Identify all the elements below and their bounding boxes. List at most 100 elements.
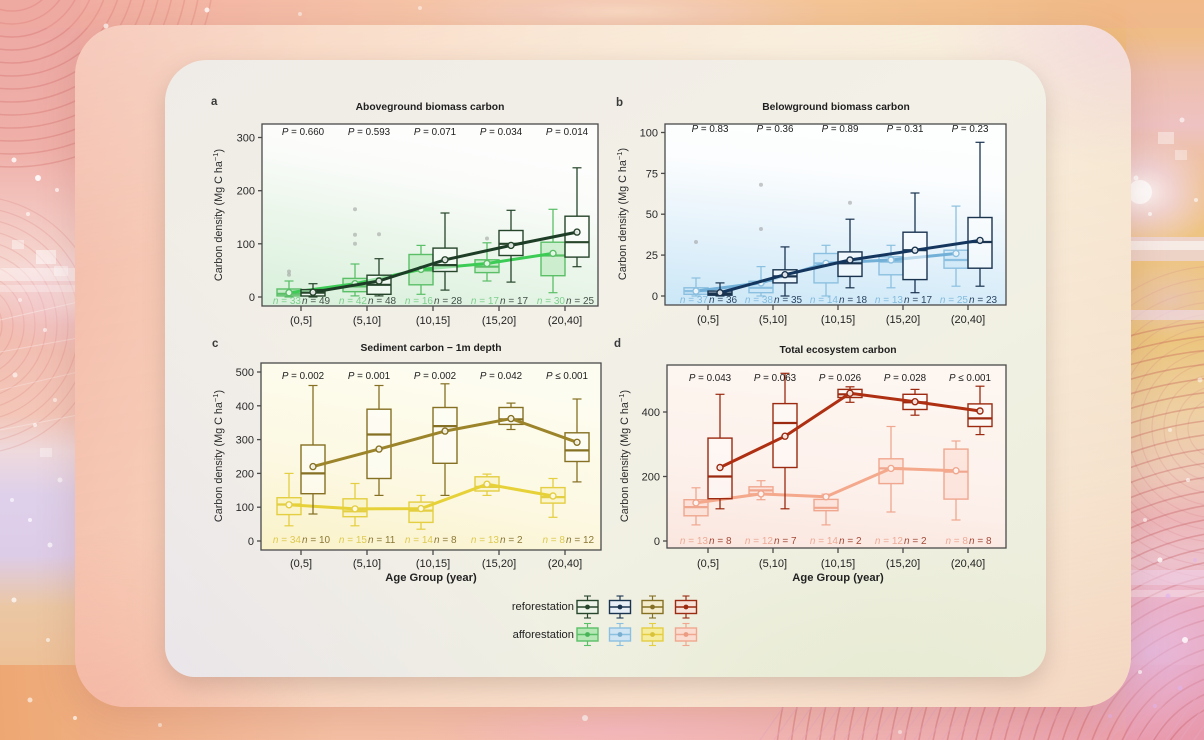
svg-text:n = 25: n = 25 bbox=[566, 296, 595, 307]
svg-text:n = 16: n = 16 bbox=[405, 296, 434, 307]
svg-text:n = 17: n = 17 bbox=[471, 296, 500, 307]
svg-text:(15,20]: (15,20] bbox=[886, 314, 920, 326]
svg-text:Age Group (year): Age Group (year) bbox=[792, 572, 884, 584]
svg-text:Total ecosystem carbon: Total ecosystem carbon bbox=[779, 345, 896, 356]
svg-text:75: 75 bbox=[646, 168, 658, 180]
svg-text:n = 10: n = 10 bbox=[302, 535, 331, 546]
svg-text:n = 8: n = 8 bbox=[709, 536, 732, 547]
svg-text:(5,10]: (5,10] bbox=[353, 315, 381, 327]
svg-text:500: 500 bbox=[236, 367, 254, 379]
svg-text:n = 49: n = 49 bbox=[302, 296, 331, 307]
svg-text:(5,10]: (5,10] bbox=[759, 314, 787, 326]
svg-text:P = 0.014: P = 0.014 bbox=[546, 127, 589, 138]
svg-text:P = 0.034: P = 0.034 bbox=[480, 127, 523, 138]
svg-text:P = 0.063: P = 0.063 bbox=[754, 373, 797, 384]
svg-text:n = 8: n = 8 bbox=[542, 535, 565, 546]
svg-text:n = 11: n = 11 bbox=[368, 535, 396, 546]
svg-text:300: 300 bbox=[237, 133, 255, 145]
svg-text:n = 36: n = 36 bbox=[709, 295, 738, 306]
svg-text:P = 0.028: P = 0.028 bbox=[884, 373, 927, 384]
svg-text:n = 42: n = 42 bbox=[339, 296, 368, 307]
svg-text:P = 0.042: P = 0.042 bbox=[480, 371, 522, 382]
svg-text:(20,40]: (20,40] bbox=[951, 314, 985, 326]
svg-text:(10,15]: (10,15] bbox=[416, 558, 450, 570]
svg-text:n = 34: n = 34 bbox=[273, 535, 302, 546]
svg-text:n = 23: n = 23 bbox=[969, 295, 998, 306]
svg-text:(10,15]: (10,15] bbox=[821, 558, 855, 570]
svg-text:c: c bbox=[212, 338, 219, 350]
svg-text:200: 200 bbox=[642, 472, 660, 484]
svg-text:P = 0.593: P = 0.593 bbox=[348, 127, 391, 138]
svg-text:n = 7: n = 7 bbox=[774, 536, 797, 547]
svg-text:n = 33: n = 33 bbox=[273, 296, 302, 307]
svg-text:n = 12: n = 12 bbox=[875, 536, 904, 547]
svg-text:Age Group (year): Age Group (year) bbox=[385, 572, 477, 584]
svg-text:d: d bbox=[614, 338, 621, 350]
svg-text:n = 18: n = 18 bbox=[839, 295, 868, 306]
svg-text:P = 0.660: P = 0.660 bbox=[282, 127, 325, 138]
svg-text:P = 0.001: P = 0.001 bbox=[348, 371, 390, 382]
svg-text:n = 8: n = 8 bbox=[945, 536, 968, 547]
svg-text:Belowground biomass carbon: Belowground biomass carbon bbox=[762, 102, 910, 113]
svg-text:100: 100 bbox=[640, 128, 658, 140]
svg-text:n = 8: n = 8 bbox=[969, 536, 992, 547]
svg-text:n = 25: n = 25 bbox=[940, 295, 969, 306]
svg-text:P = 0.071: P = 0.071 bbox=[414, 127, 456, 138]
svg-text:0: 0 bbox=[654, 536, 660, 548]
svg-text:n = 17: n = 17 bbox=[904, 295, 933, 306]
svg-text:n = 17: n = 17 bbox=[500, 296, 529, 307]
svg-text:100: 100 bbox=[237, 239, 255, 251]
svg-text:Carbon density (Mg C ha−1): Carbon density (Mg C ha−1) bbox=[615, 148, 629, 280]
svg-text:Carbon density (Mg C ha−1): Carbon density (Mg C ha−1) bbox=[211, 149, 225, 281]
svg-text:n = 8: n = 8 bbox=[434, 535, 457, 546]
svg-text:(15,20]: (15,20] bbox=[482, 558, 516, 570]
svg-text:P = 0.026: P = 0.026 bbox=[819, 373, 862, 384]
svg-text:n = 14: n = 14 bbox=[810, 295, 839, 306]
svg-text:Carbon density (Mg C ha−1): Carbon density (Mg C ha−1) bbox=[617, 390, 631, 522]
svg-text:n = 30: n = 30 bbox=[537, 296, 566, 307]
svg-text:n = 2: n = 2 bbox=[904, 536, 927, 547]
svg-text:(0,5]: (0,5] bbox=[697, 314, 719, 326]
svg-text:(0,5]: (0,5] bbox=[290, 315, 312, 327]
svg-text:(10,15]: (10,15] bbox=[821, 314, 855, 326]
svg-text:n = 38: n = 38 bbox=[745, 295, 774, 306]
svg-text:P = 0.002: P = 0.002 bbox=[282, 371, 324, 382]
svg-text:n = 13: n = 13 bbox=[680, 536, 709, 547]
svg-text:(0,5]: (0,5] bbox=[290, 558, 312, 570]
svg-text:(10,15]: (10,15] bbox=[416, 315, 450, 327]
svg-text:Sediment carbon − 1m depth: Sediment carbon − 1m depth bbox=[360, 343, 501, 354]
svg-text:300: 300 bbox=[236, 435, 254, 447]
svg-text:0: 0 bbox=[652, 291, 658, 303]
svg-text:reforestation: reforestation bbox=[512, 601, 574, 613]
svg-text:400: 400 bbox=[236, 401, 254, 413]
svg-text:n = 14: n = 14 bbox=[810, 536, 839, 547]
svg-text:n = 12: n = 12 bbox=[745, 536, 774, 547]
svg-text:n = 13: n = 13 bbox=[875, 295, 904, 306]
svg-text:(20,40]: (20,40] bbox=[548, 558, 582, 570]
svg-text:(15,20]: (15,20] bbox=[482, 315, 516, 327]
svg-text:n = 37: n = 37 bbox=[680, 295, 709, 306]
svg-text:200: 200 bbox=[236, 468, 254, 480]
svg-text:(20,40]: (20,40] bbox=[548, 315, 582, 327]
svg-text:P ≤ 0.001: P ≤ 0.001 bbox=[546, 371, 588, 382]
svg-text:100: 100 bbox=[236, 502, 254, 514]
svg-text:afforestation: afforestation bbox=[513, 629, 574, 641]
svg-text:Aboveground biomass carbon: Aboveground biomass carbon bbox=[356, 102, 505, 113]
svg-text:n = 35: n = 35 bbox=[774, 295, 803, 306]
svg-text:a: a bbox=[211, 96, 218, 108]
svg-text:n = 28: n = 28 bbox=[434, 296, 463, 307]
svg-text:(20,40]: (20,40] bbox=[951, 558, 985, 570]
svg-text:P = 0.23: P = 0.23 bbox=[952, 124, 989, 135]
svg-text:P = 0.043: P = 0.043 bbox=[689, 373, 732, 384]
svg-text:200: 200 bbox=[237, 186, 255, 198]
svg-text:400: 400 bbox=[642, 407, 660, 419]
svg-text:n = 15: n = 15 bbox=[339, 535, 368, 546]
svg-text:(5,10]: (5,10] bbox=[353, 558, 381, 570]
svg-text:P = 0.89: P = 0.89 bbox=[822, 124, 859, 135]
svg-text:(0,5]: (0,5] bbox=[697, 558, 719, 570]
svg-text:n = 12: n = 12 bbox=[566, 535, 595, 546]
svg-text:P = 0.31: P = 0.31 bbox=[887, 124, 924, 135]
svg-text:P = 0.36: P = 0.36 bbox=[757, 124, 794, 135]
svg-text:n = 2: n = 2 bbox=[500, 535, 523, 546]
svg-text:n = 48: n = 48 bbox=[368, 296, 397, 307]
